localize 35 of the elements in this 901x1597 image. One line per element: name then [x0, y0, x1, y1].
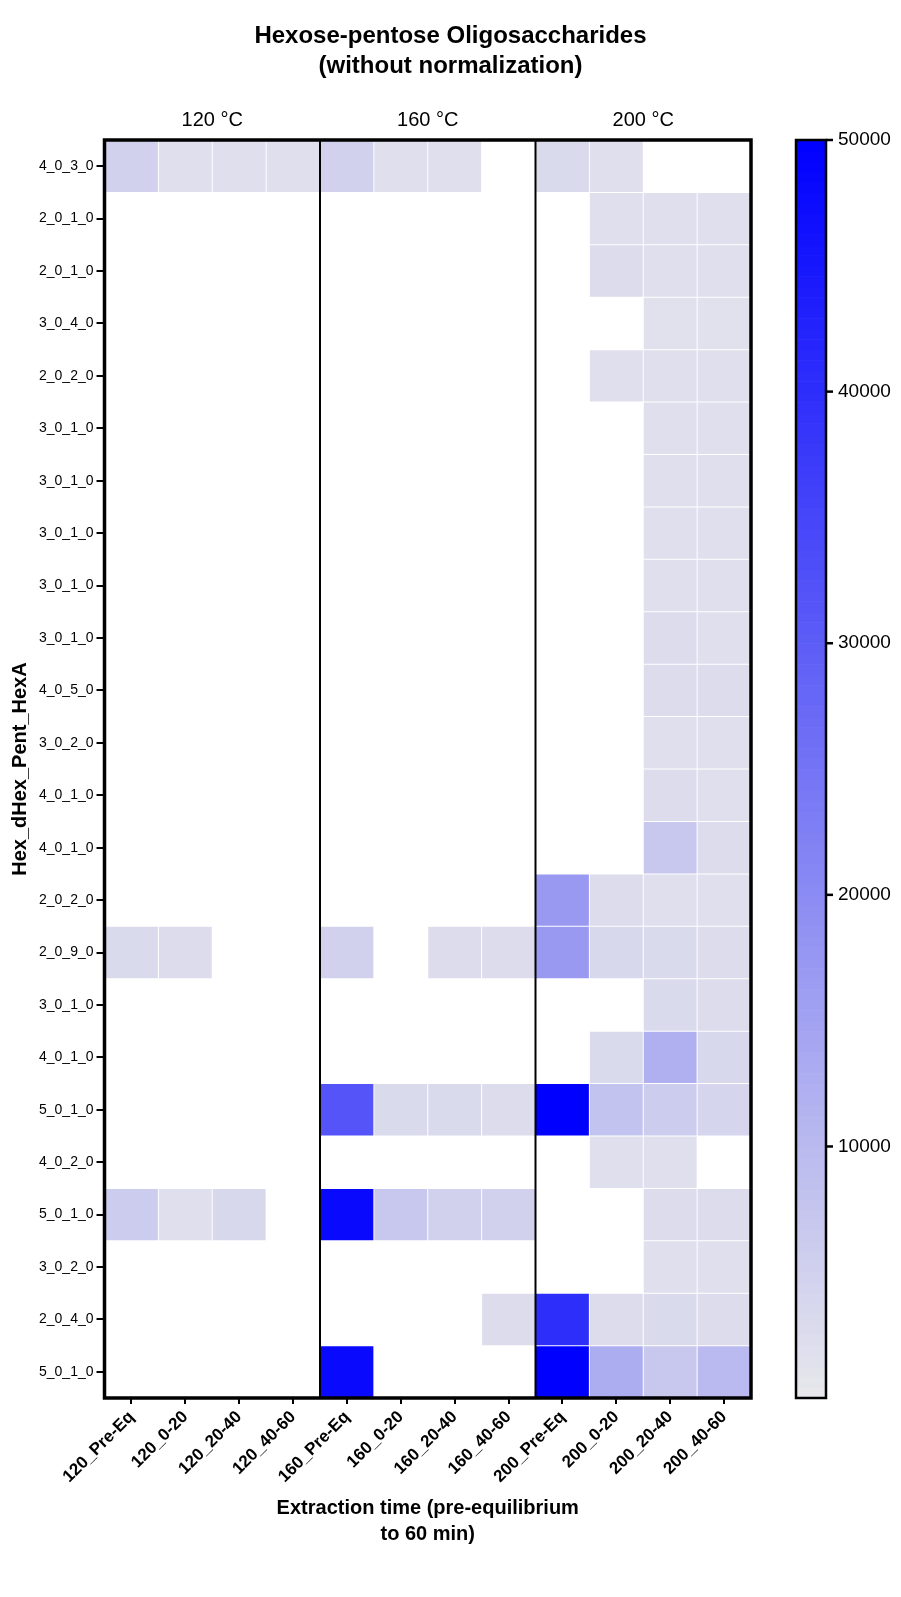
chart-title: Hexose-pentose Oligosaccharides (without normalization): [253, 20, 648, 80]
color-bar-label: 40000: [838, 379, 891, 401]
y-tick-label: 2_0_2_0: [38, 890, 94, 907]
y-tick-label: 3_0_1_0: [38, 524, 94, 541]
text: 160 °C: [397, 107, 459, 130]
color-bar-label: 20000: [838, 883, 891, 905]
y-tick-label: 3_0_1_0: [38, 995, 94, 1012]
text: 200 °C: [612, 107, 674, 130]
y-tick-label: 2_0_1_0: [38, 209, 94, 226]
y-tick-label: 5_0_1_0: [38, 1100, 94, 1117]
y-tick-label: 3_0_1_0: [38, 628, 94, 645]
y-tick-label: 3_0_2_0: [38, 1257, 94, 1274]
y-tick-label: 4_0_5_0: [38, 681, 94, 698]
y-tick-label: 4_0_1_0: [38, 838, 94, 855]
y-tick-label: 4_0_1_0: [38, 786, 94, 803]
y-tick-label: 2_0_4_0: [38, 1310, 94, 1327]
color-bar-label: 10000: [838, 1134, 891, 1156]
y-tick-label: 3_0_1_0: [38, 419, 94, 436]
color-bar-label: 50000: [838, 128, 891, 150]
color-bar-label: 30000: [838, 631, 891, 653]
x-axis-title: Extraction time (pre-equilibrium to 60 min): [275, 1495, 580, 1546]
y-tick-label: 5_0_1_0: [38, 1205, 94, 1222]
y-tick-label: 4_0_2_0: [38, 1153, 94, 1170]
y-tick-label: 3_0_1_0: [38, 471, 94, 488]
y-tick-label: 3_0_2_0: [38, 733, 94, 750]
text: 120 °C: [181, 107, 243, 130]
y-tick-label: 2_0_2_0: [38, 366, 94, 383]
y-tick-label: 5_0_1_0: [38, 1362, 94, 1379]
y-tick-label: 3_0_1_0: [38, 576, 94, 593]
y-tick-label: 4_0_1_0: [38, 1048, 94, 1065]
y-tick-label: 3_0_4_0: [38, 314, 94, 331]
y-tick-label: 4_0_3_0: [38, 157, 94, 174]
y-tick-label: 2_0_1_0: [38, 261, 94, 278]
y-tick-label: 2_0_9_0: [38, 943, 94, 960]
y-axis-title: Hex_dHex_Pent_HexA: [7, 662, 30, 876]
